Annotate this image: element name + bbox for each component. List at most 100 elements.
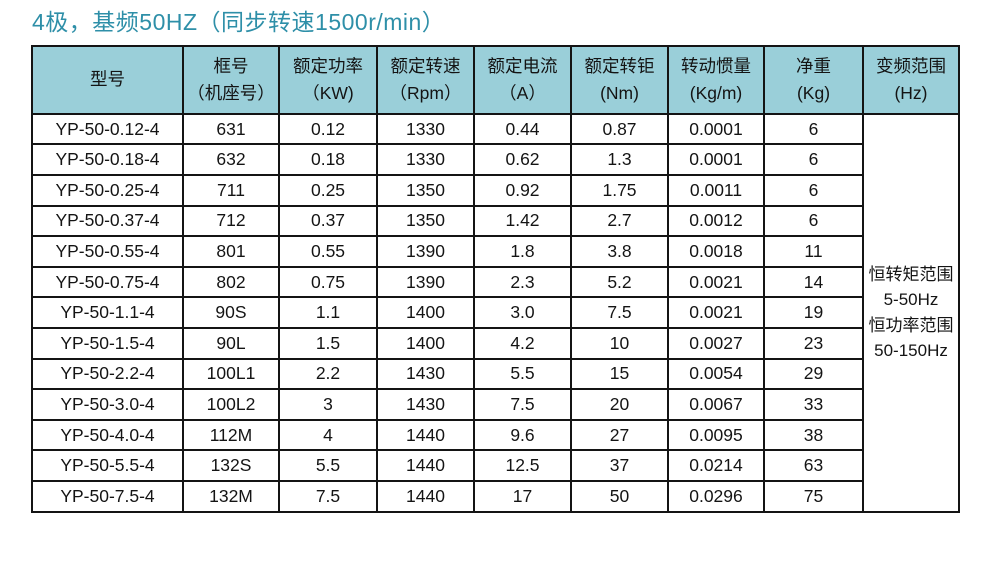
frequency-range-line: 恒功率范围: [868, 315, 954, 335]
cell-power: 0.37: [278, 204, 378, 238]
table-row: YP-50-0.55-4 801 0.55 1390 1.8 3.8 0.0018 11: [31, 235, 959, 268]
table-row: YP-50-1.1-4 90S 1.1 1400 3.0 7.5 0.0021 19: [31, 296, 959, 330]
cell-speed: 1400: [376, 296, 475, 330]
header-row: 型号 框号 （机座号） 额定功率 （KW) 额定转速 （Rpm） 额定电流: [31, 44, 960, 115]
cell-power: 2.2: [278, 357, 378, 391]
cell-inertia: 0.0018: [667, 235, 765, 268]
cell-power: 0.25: [278, 174, 378, 207]
cell-frame: 90S: [182, 296, 280, 330]
cell-current: 0.44: [473, 112, 572, 146]
cell-frame: 632: [182, 143, 280, 177]
cell-speed: 1440: [376, 418, 475, 452]
frequency-range-line: 50-150Hz: [874, 341, 948, 361]
cell-torque: 1.3: [570, 143, 669, 177]
table-row: YP-50-7.5-4 132M 7.5 1440 17 50 0.0296 75: [31, 480, 959, 513]
table-row: YP-50-0.25-4 711 0.25 1350 0.92 1.75 0.0011 6: [31, 174, 959, 207]
frequency-range-line: 5-50Hz: [883, 290, 939, 310]
cell-current: 2.3: [473, 265, 572, 299]
header-rated-power-line1: 额定功率: [293, 55, 363, 76]
table-row: YP-50-2.2-4 100L1 2.2 1430 5.5 15 0.0054 29: [31, 357, 959, 391]
cell-inertia: 0.0027: [667, 327, 765, 360]
cell-torque: 50: [570, 480, 669, 513]
cell-frame: 100L2: [182, 388, 280, 421]
cell-weight: 23: [763, 327, 864, 360]
cell-torque: 7.5: [570, 296, 669, 330]
cell-torque: 3.8: [570, 235, 669, 268]
header-rated-current-line1: 额定电流: [487, 55, 558, 76]
header-rated-torque-line2: (Nm): [600, 82, 639, 103]
header-model: 型号: [31, 44, 184, 115]
cell-model: YP-50-7.5-4: [31, 480, 184, 513]
cell-weight: 14: [763, 265, 864, 299]
table-row: YP-50-0.18-4 632 0.18 1330 0.62 1.3 0.0001 6: [31, 143, 959, 177]
cell-frame: 90L: [182, 327, 280, 360]
frequency-range-line: 恒转矩范围: [868, 264, 954, 284]
cell-frame: 631: [182, 112, 280, 146]
cell-speed: 1430: [376, 388, 475, 421]
cell-speed: 1440: [376, 480, 475, 513]
cell-torque: 15: [570, 357, 669, 391]
cell-inertia: 0.0012: [667, 204, 765, 238]
header-rated-speed: 额定转速 （Rpm）: [376, 44, 475, 115]
header-rated-current: 额定电流 （A）: [473, 44, 572, 115]
cell-weight: 6: [763, 174, 864, 207]
cell-speed: 1390: [376, 235, 475, 268]
header-frame: 框号 （机座号）: [182, 44, 280, 115]
cell-model: YP-50-0.18-4: [31, 143, 184, 177]
cell-weight: 38: [763, 418, 864, 452]
cell-model: YP-50-1.1-4: [31, 296, 184, 330]
header-rated-power-line2: （KW): [302, 82, 354, 103]
cell-speed: 1400: [376, 327, 475, 360]
cell-inertia: 0.0021: [667, 265, 765, 299]
cell-model: YP-50-3.0-4: [31, 388, 184, 421]
header-frequency-range-line2: (Hz): [894, 82, 928, 103]
motor-spec-table: 型号 框号 （机座号） 额定功率 （KW) 额定转速 （Rpm） 额定电流: [31, 44, 960, 513]
cell-current: 7.5: [473, 388, 572, 421]
header-model-line1: 型号: [90, 69, 125, 90]
cell-weight: 11: [763, 235, 864, 268]
cell-current: 3.0: [473, 296, 572, 330]
table-row: YP-50-5.5-4 132S 5.5 1440 12.5 37 0.0214 63: [31, 449, 959, 483]
table-row: YP-50-3.0-4 100L2 3 1430 7.5 20 0.0067 33: [31, 388, 959, 421]
cell-speed: 1350: [376, 174, 475, 207]
cell-frame: 100L1: [182, 357, 280, 391]
cell-current: 4.2: [473, 327, 572, 360]
cell-inertia: 0.0001: [667, 112, 765, 146]
cell-speed: 1350: [376, 204, 475, 238]
header-inertia-line2: (Kg/m): [689, 82, 743, 103]
cell-frame: 132M: [182, 480, 280, 513]
cell-model: YP-50-5.5-4: [31, 449, 184, 483]
cell-current: 9.6: [473, 418, 572, 452]
cell-weight: 63: [763, 449, 864, 483]
cell-model: YP-50-0.37-4: [31, 204, 184, 238]
cell-weight: 6: [763, 112, 864, 146]
cell-speed: 1430: [376, 357, 475, 391]
header-frequency-range: 变频范围 (Hz): [862, 44, 960, 115]
cell-current: 1.8: [473, 235, 572, 268]
table-header: 型号 框号 （机座号） 额定功率 （KW) 额定转速 （Rpm） 额定电流: [31, 44, 960, 115]
table-row: YP-50-0.75-4 802 0.75 1390 2.3 5.2 0.0021 14: [31, 265, 959, 299]
cell-speed: 1330: [376, 143, 475, 177]
header-rated-torque: 额定转钜 (Nm): [570, 44, 669, 115]
cell-inertia: 0.0214: [667, 449, 765, 483]
cell-speed: 1330: [376, 112, 475, 146]
cell-power: 4: [278, 418, 378, 452]
cell-inertia: 0.0021: [667, 296, 765, 330]
cell-inertia: 0.0054: [667, 357, 765, 391]
header-rated-speed-line2: （Rpm）: [389, 82, 462, 103]
cell-frame: 802: [182, 265, 280, 299]
page-container: 4极，基频50HZ（同步转速1500r/min） 型号 框号 （机座号） 额定功…: [31, 9, 960, 513]
cell-model: YP-50-2.2-4: [31, 357, 184, 391]
table-row: YP-50-4.0-4 112M 4 1440 9.6 27 0.0095 38: [31, 418, 959, 452]
cell-speed: 1390: [376, 265, 475, 299]
table-row: YP-50-1.5-4 90L 1.5 1400 4.2 10 0.0027 23: [31, 327, 959, 360]
cell-weight: 29: [763, 357, 864, 391]
cell-frame: 712: [182, 204, 280, 238]
cell-current: 0.62: [473, 143, 572, 177]
cell-torque: 2.7: [570, 204, 669, 238]
page-title: 4极，基频50HZ（同步转速1500r/min）: [32, 9, 446, 35]
header-rated-torque-line1: 额定转钜: [584, 55, 655, 76]
header-rated-power: 额定功率 （KW): [278, 44, 378, 115]
cell-model: YP-50-0.25-4: [31, 174, 184, 207]
cell-current: 5.5: [473, 357, 572, 391]
